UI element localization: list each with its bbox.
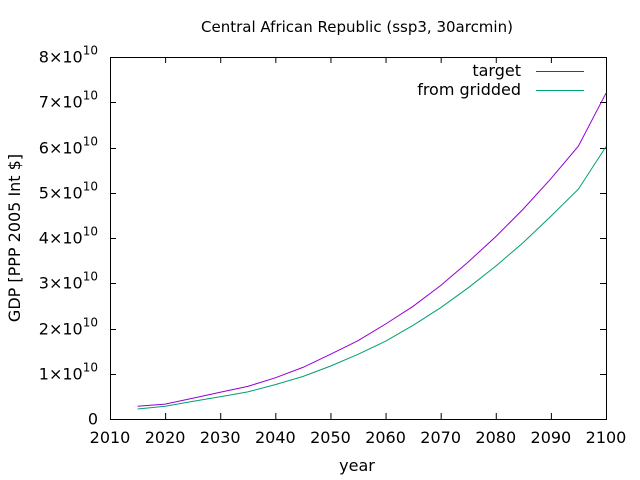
y-tick-label: 6×1010 [39, 135, 98, 158]
y-tick-label: 5×1010 [39, 180, 98, 203]
y-tick-label: 0 [88, 410, 98, 429]
x-axis-label: year [339, 456, 375, 475]
x-tick-label: 2020 [145, 428, 186, 447]
y-tick-label: 4×1010 [39, 225, 98, 248]
x-tick-label: 2040 [255, 428, 296, 447]
y-tick-label: 1×1010 [39, 361, 98, 384]
y-axis-label: GDP [PPP 2005 Int $] [5, 154, 24, 322]
x-axis-ticks: 2010 2020 2030 2040 2050 2060 2070 2080 2090 2100 [90, 57, 627, 447]
x-tick-label: 2050 [310, 428, 351, 447]
series-line-from-gridded [137, 146, 607, 410]
y-tick-label: 2×1010 [39, 316, 98, 339]
y-axis-ticks: 0 1×1010 2×1010 3×1010 4×1010 5×1010 6×1010 7×1… [39, 44, 606, 429]
x-tick-label: 2080 [475, 428, 516, 447]
x-tick-label: 2060 [365, 428, 406, 447]
x-tick-label: 2030 [200, 428, 241, 447]
y-tick-label: 7×1010 [39, 89, 98, 112]
x-tick-label: 2100 [586, 428, 627, 447]
x-tick-label: 2070 [420, 428, 461, 447]
y-tick-label: 3×1010 [39, 270, 98, 293]
series-layer [137, 92, 607, 410]
x-tick-label: 2090 [531, 428, 572, 447]
y-tick-label: 8×1010 [39, 44, 98, 67]
plot-area-frame [110, 57, 607, 420]
series-line-target [137, 92, 607, 407]
legend-label: target [472, 61, 521, 80]
x-tick-label: 2010 [90, 428, 131, 447]
legend-label: from gridded [417, 80, 521, 99]
chart-title: Central African Republic (ssp3, 30arcmin… [201, 18, 513, 36]
